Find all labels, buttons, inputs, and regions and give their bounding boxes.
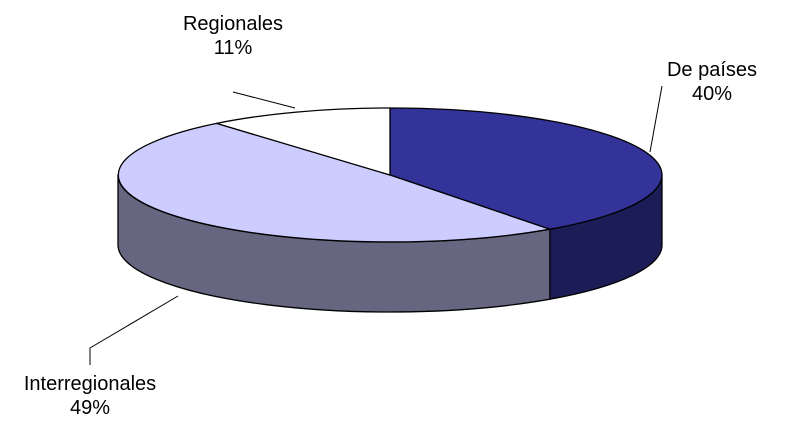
slice-value-interregionales: 49% bbox=[70, 397, 110, 419]
pie-body bbox=[117, 107, 663, 313]
slice-interregionales bbox=[117, 122, 551, 243]
slice-value-regionales: 11% bbox=[214, 37, 253, 59]
leader-line-de-paises bbox=[649, 85, 663, 153]
slice-de-paises bbox=[389, 107, 663, 230]
slice-label-de-paises: De países bbox=[667, 59, 757, 81]
slice-regionales bbox=[215, 107, 391, 176]
slice-label-regionales: Regionales bbox=[183, 13, 283, 35]
slice-value-de-paises: 40% bbox=[692, 83, 732, 105]
leader-line-regionales bbox=[232, 91, 296, 109]
leader-line-interregionales bbox=[89, 295, 179, 365]
slice-label-interregionales: Interregionales bbox=[24, 373, 156, 395]
leader-lines bbox=[89, 85, 663, 365]
